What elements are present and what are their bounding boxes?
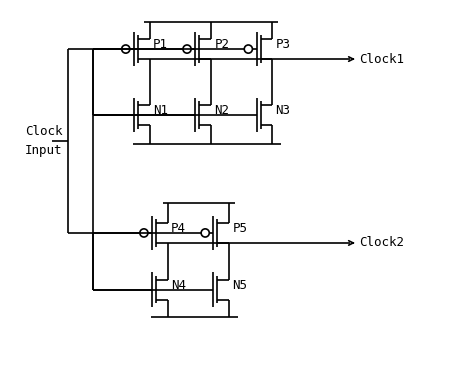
Text: Clock: Clock: [25, 126, 63, 138]
Text: P5: P5: [232, 222, 247, 235]
Text: N2: N2: [214, 104, 229, 117]
Text: P1: P1: [153, 38, 168, 51]
Text: P3: P3: [276, 38, 291, 51]
Text: Clock2: Clock2: [360, 236, 405, 250]
Text: N5: N5: [232, 279, 247, 292]
Text: Clock1: Clock1: [360, 53, 405, 66]
Text: N1: N1: [153, 104, 168, 117]
Text: Input: Input: [25, 143, 63, 157]
Text: N3: N3: [276, 104, 291, 117]
Text: P2: P2: [214, 38, 229, 51]
Text: N4: N4: [171, 279, 186, 292]
Text: P4: P4: [171, 222, 186, 235]
